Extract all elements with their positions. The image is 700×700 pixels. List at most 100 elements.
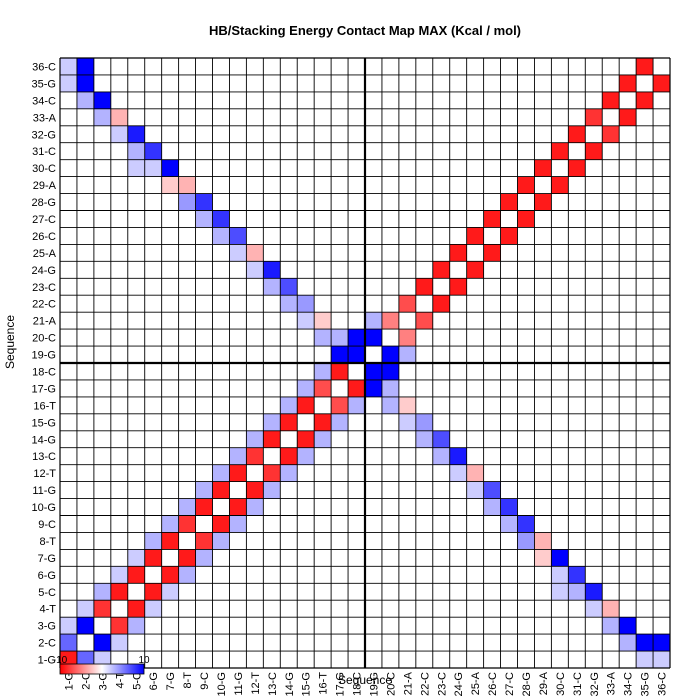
heatmap-cell [76,91,94,109]
heatmap-cell [381,396,399,414]
y-tick-label: 17-G [32,383,56,395]
y-tick-label: 3-G [38,621,56,633]
heatmap-cell [636,58,654,75]
heatmap-cell [314,312,332,330]
heatmap-cell [568,125,586,143]
heatmap-cell [348,379,365,397]
x-tick-label: 10-G [216,672,228,696]
heatmap-cell [619,634,637,652]
heatmap-cell [161,176,179,194]
y-tick-label: 18-C [32,366,56,378]
heatmap-cell [93,600,111,618]
x-tick-label: 29-A [538,671,550,695]
heatmap-cell [178,515,196,533]
heatmap-cell [415,312,433,330]
heatmap-cell [144,583,162,601]
heatmap-cell [331,329,349,347]
heatmap-cell [585,108,603,126]
heatmap-cell [398,346,416,363]
heatmap-cell [331,396,349,414]
x-tick-label: 27-C [504,672,516,696]
heatmap-cell [144,159,162,177]
heatmap-cell [229,515,247,533]
heatmap-cell [60,617,77,635]
heatmap-cell [398,413,416,431]
y-tick-label: 11-G [32,485,56,497]
heatmap-cell [263,261,281,279]
heatmap-cell [263,430,281,448]
heatmap-cell [229,498,247,516]
y-tick-label: 31-C [32,146,56,158]
x-tick-label: 16-T [318,672,330,695]
x-tick-label: 19-G [368,672,380,696]
heatmap-cell [297,430,315,448]
heatmap-cell [381,363,399,380]
heatmap-cell [365,312,382,330]
y-tick-label: 32-G [32,129,56,141]
heatmap-cell [534,549,552,567]
heatmap-cell [398,295,416,313]
heatmap-cell [144,549,162,567]
heatmap-cell [195,549,213,567]
x-tick-label: 35-G [640,672,652,696]
color-scale-min-label: -10 [53,655,68,666]
x-tick-label: 9-C [199,672,211,690]
heatmap-cell [127,125,145,143]
heatmap-cell [653,651,670,668]
heatmap-cell [280,295,298,313]
heatmap-cell [602,600,620,618]
y-tick-labels: 1-G 2-C 3-G 4-T 5-C 6-G 7-G 8-T 9-C 10-G 11-G 12-T 1… [32,61,57,666]
x-tick-label: 21-A [402,671,414,695]
heatmap-cell [534,193,552,211]
heatmap-cell [483,481,501,499]
heatmap-cell [178,498,196,516]
heatmap-cell [60,634,77,652]
heatmap-cell [127,617,145,635]
y-tick-label: 13-C [32,451,56,463]
heatmap-cell [466,464,484,482]
heatmap-cell [381,346,399,363]
heatmap-cell [534,532,552,550]
heatmap-cell [500,498,518,516]
y-tick-label: 14-G [32,434,56,446]
x-tick-label: 23-C [436,672,448,696]
heatmap-cell [280,447,298,465]
heatmap-cell [195,532,213,550]
heatmap-cell [246,498,264,516]
heatmap-cell [127,600,145,618]
x-tick-label: 25-A [470,671,482,695]
heatmap-cell [331,363,349,380]
heatmap-cell [432,261,450,279]
heatmap-cell [534,159,552,177]
heatmap-cell [263,464,281,482]
heatmap-cell [60,74,77,92]
heatmap-cell [585,600,603,618]
heatmap-cell [178,549,196,567]
heatmap-cell [110,125,128,143]
heatmap-cell [619,617,637,635]
x-tick-label: 3-G [97,672,109,690]
heatmap-cell [331,413,349,431]
heatmap-cell [280,396,298,414]
heatmap-cell [568,159,586,177]
heatmap-cell [144,532,162,550]
heatmap-cell [449,464,467,482]
heatmap-cell [246,447,264,465]
y-tick-label: 12-T [33,468,56,480]
heatmap-cell [93,583,111,601]
heatmap-cell [619,74,637,92]
heatmap-cell [178,566,196,584]
heatmap-cell [93,108,111,126]
y-tick-label: 16-T [33,400,56,412]
heatmap-cell [195,210,213,228]
x-tick-label: 28-G [521,672,533,696]
y-tick-label: 24-G [32,265,56,277]
x-tick-label: 30-C [555,672,567,696]
heatmap-cell [127,142,145,160]
color-scale-bar [59,663,145,675]
heatmap-cell [178,193,196,211]
heatmap-cell [653,74,670,92]
heatmap-cell [161,583,179,601]
heatmap-cell [432,447,450,465]
y-axis-label: Sequence [3,315,17,369]
